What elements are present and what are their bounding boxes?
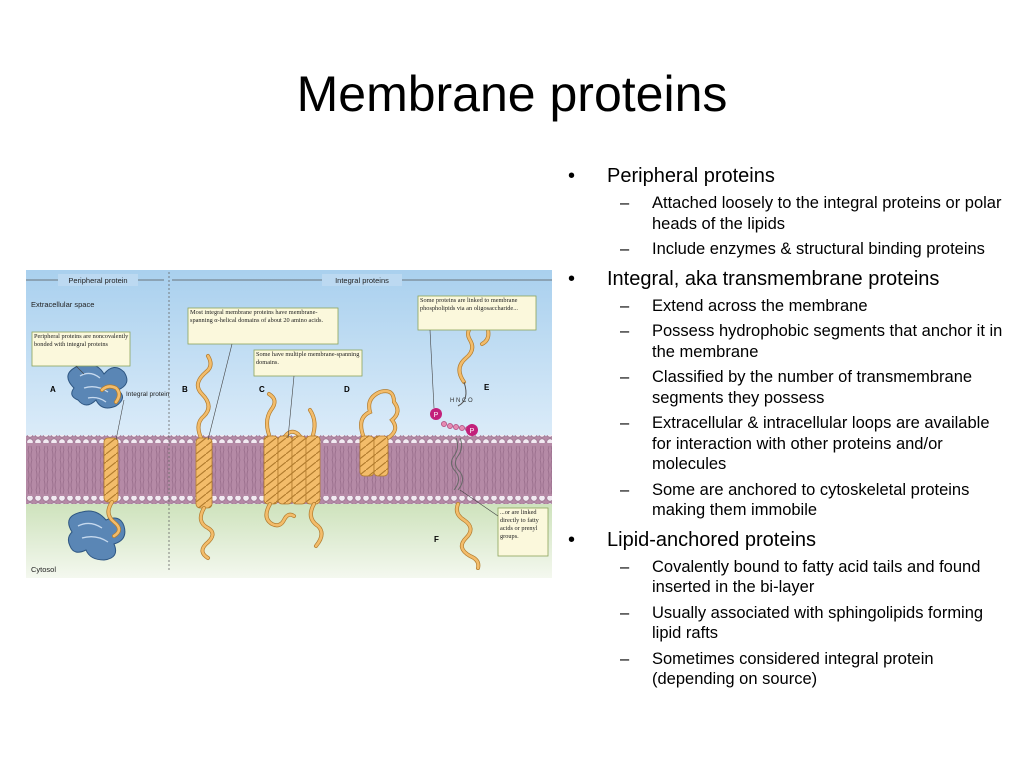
bullet-dot-icon: •	[568, 165, 576, 187]
dash-icon: –	[620, 414, 630, 432]
phosphate-icon	[430, 408, 442, 420]
dash-icon: –	[620, 368, 630, 386]
sub-bullet: – Extend across the membrane	[620, 296, 868, 315]
dash-icon: –	[620, 649, 630, 668]
bullet-text: Peripheral proteins	[607, 165, 775, 187]
sub-bullet: – Sometimes considered integral protein (…	[620, 649, 934, 689]
peripheral-protein-top	[67, 363, 128, 409]
gpi-anchored-protein-e: P P H N C O	[430, 320, 491, 436]
callout-f: ...or are linked directly to fatty acids…	[459, 489, 549, 557]
svg-text:P: P	[470, 428, 475, 435]
dash-icon: –	[620, 603, 630, 622]
sub-bullet: – Include enzymes & structural binding pr…	[620, 240, 985, 258]
letter-a: A	[50, 385, 56, 394]
dash-icon: –	[620, 322, 630, 340]
bullet-peripheral-proteins: • Peripheral proteins – Attached loosely …	[568, 164, 1008, 260]
sub-bullet: – Classified by the number of transmembra…	[620, 368, 973, 407]
bullet-list: • Peripheral proteins – Attached loosely …	[568, 160, 1008, 690]
peripheral-protein-bottom	[67, 510, 126, 561]
callout-b: Most integral membrane proteins have mem…	[187, 307, 339, 441]
dash-icon: –	[620, 240, 630, 258]
header-integral-label: Integral proteins	[335, 276, 389, 285]
sub-bullet: – Extracellular & intracellular loops are…	[620, 414, 990, 473]
bullet-text: Integral, aka transmembrane proteins	[607, 267, 940, 290]
bullet-integral-proteins: • Integral, aka transmembrane proteins –…	[568, 267, 1008, 521]
sub-bullet: – Usually associated with sphingolipids f…	[620, 603, 984, 643]
extracellular-label: Extracellular space	[31, 300, 94, 309]
sub-bullet: – Some are anchored to cytoskeletal prote…	[620, 480, 970, 520]
integral-protein-a	[100, 384, 121, 538]
callout-e: Some proteins are linked to membrane pho…	[417, 295, 537, 409]
integral-protein-d	[359, 389, 400, 477]
letter-c: C	[259, 385, 265, 394]
bullet-dot-icon: •	[568, 528, 576, 551]
integral-protein-label: Integral protein	[126, 391, 170, 398]
letter-b: B	[182, 385, 188, 394]
integral-protein-b	[195, 354, 215, 560]
membrane-protein-figure: Peripheral protein Integral proteins Ext…	[26, 270, 552, 578]
dash-icon: –	[620, 296, 630, 315]
svg-text:P: P	[434, 412, 439, 419]
cytosol-label: Cytosol	[31, 565, 56, 574]
sub-bullet: – Possess hydrophobic segments that ancho…	[620, 322, 1003, 361]
slide-title: Membrane proteins	[296, 66, 728, 122]
letter-d: D	[344, 385, 350, 394]
dash-icon: –	[620, 480, 630, 499]
sub-bullet: – Covalently bound to fatty acid tails an…	[620, 557, 981, 597]
letter-e: E	[484, 383, 490, 392]
callout-c: Some have multiple membrane-spanning dom…	[253, 349, 363, 439]
callout-a: Peripheral proteins are noncovalently bo…	[31, 331, 131, 375]
bullet-text: Lipid-anchored proteins	[607, 528, 817, 551]
dash-icon: –	[620, 194, 630, 212]
integral-protein-c	[263, 392, 324, 548]
bullet-dot-icon: •	[568, 267, 576, 290]
bullet-lipid-anchored-proteins: • Lipid-anchored proteins – Covalently bo…	[568, 528, 1008, 690]
header-peripheral-label: Peripheral protein	[68, 276, 127, 285]
dash-icon: –	[620, 557, 630, 576]
lipid-anchored-protein-f	[450, 437, 481, 570]
chemical-group-label: H N C O	[450, 398, 473, 404]
phosphate-icon	[466, 424, 478, 436]
sub-bullet: – Attached loosely to the integral protei…	[620, 194, 1002, 233]
letter-f: F	[434, 535, 439, 544]
